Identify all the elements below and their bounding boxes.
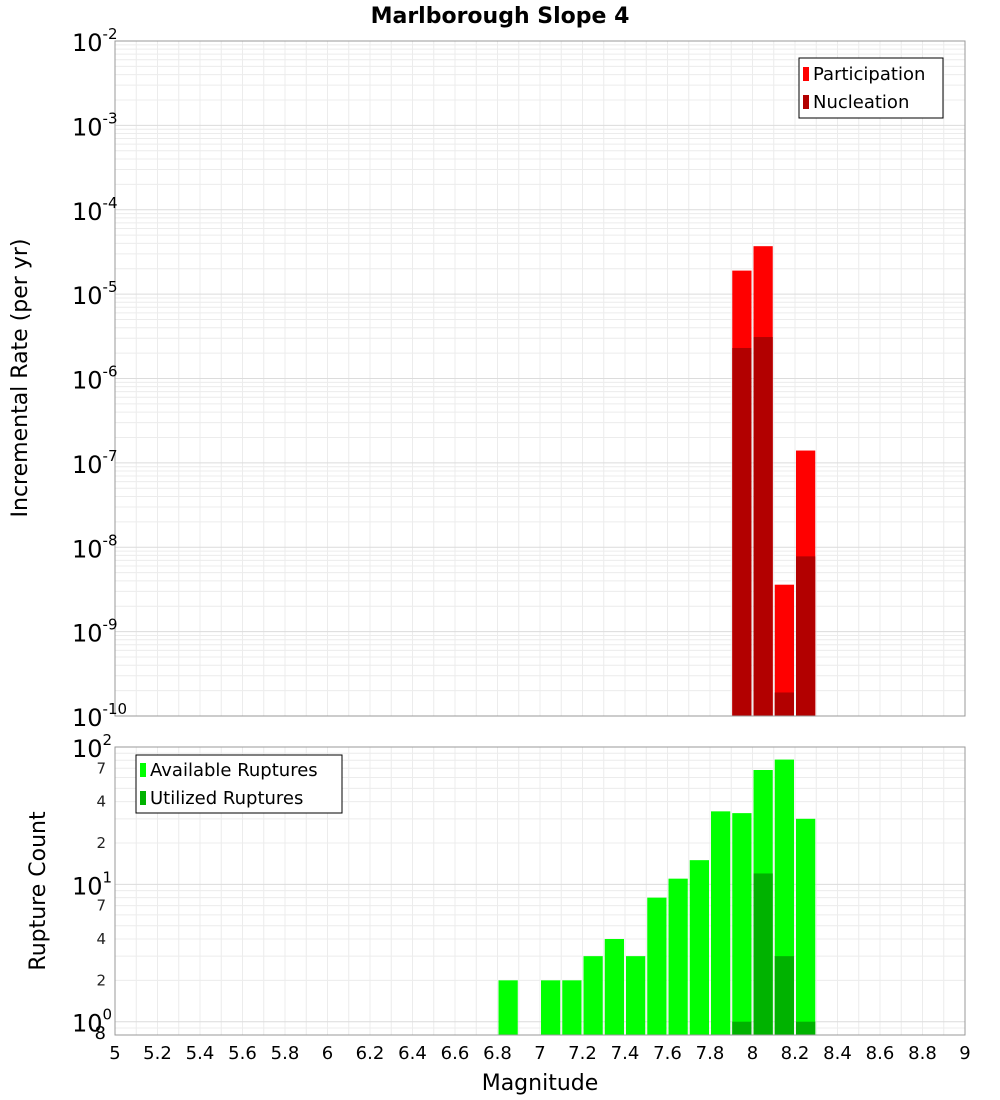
bottom-y-tick-label: 100 <box>72 1006 112 1038</box>
x-tick-label: 7.4 <box>611 1043 640 1064</box>
top-plot-frame <box>114 40 966 717</box>
bottom-y-minor-tick-label: 2 <box>96 834 106 852</box>
bar-nucleation <box>732 347 752 716</box>
top-y-tick-label: 10-6 <box>72 363 118 395</box>
bar-participation <box>774 584 794 716</box>
x-tick-labels: 5 5.2 5.4 5.6 5.8 6 6.2 6.4 6.6 6.8 7 7.2 7.4 7.6 7.8 8… <box>109 1043 970 1064</box>
legend-label: Nucleation <box>813 92 909 113</box>
x-tick-label: 8.2 <box>781 1043 810 1064</box>
x-tick-label: 7.8 <box>696 1043 725 1064</box>
top-y-tick-label: 10-5 <box>72 278 118 310</box>
bar-utilized-ruptures <box>732 1021 752 1035</box>
bar-available-ruptures <box>711 811 731 1035</box>
x-tick-label: 6.4 <box>398 1043 427 1064</box>
x-tick-label: 5.4 <box>186 1043 215 1064</box>
bottom-y-minor-tick-label: 4 <box>96 930 106 948</box>
bottom-y-axis-label: Rupture Count <box>26 811 51 971</box>
top-gridlines <box>114 41 966 717</box>
legend-swatch <box>803 67 809 81</box>
bottom-y-tick-labels: 102 101 100 7 4 2 7 4 2 8 <box>72 731 112 1044</box>
bottom-legend-box <box>135 754 343 814</box>
bar-available-ruptures <box>689 860 709 1035</box>
bar-utilized-ruptures <box>796 1021 816 1035</box>
bottom-legend: Available Ruptures Utilized Ruptures <box>135 754 343 814</box>
bottom-y-minor-tick-label: 4 <box>96 793 106 811</box>
x-tick-label: 9 <box>959 1043 970 1064</box>
x-tick-label: 5.2 <box>143 1043 172 1064</box>
top-legend: Participation Nucleation <box>798 57 944 119</box>
bar-available-ruptures <box>732 813 752 1035</box>
bottom-bars <box>498 759 816 1035</box>
top-y-tick-label: 10-10 <box>72 700 127 732</box>
x-tick-label: 6.6 <box>441 1043 470 1064</box>
legend-swatch <box>140 791 146 805</box>
bar-available-ruptures <box>626 956 646 1035</box>
x-tick-label: 8 <box>747 1043 758 1064</box>
top-y-tick-label: 10-3 <box>72 109 118 141</box>
bottom-y-minor-tick-label: 7 <box>96 759 106 777</box>
x-tick-label: 7 <box>534 1043 545 1064</box>
x-tick-label: 6 <box>322 1043 333 1064</box>
legend-label: Participation <box>813 64 925 85</box>
bar-available-ruptures <box>647 897 667 1035</box>
x-axis-label: Magnitude <box>482 1071 599 1096</box>
x-tick-label: 5 <box>109 1043 120 1064</box>
bar-available-ruptures <box>541 980 561 1035</box>
x-tick-label: 5.8 <box>271 1043 300 1064</box>
bar-available-ruptures <box>562 980 582 1035</box>
x-tick-label: 7.6 <box>653 1043 682 1064</box>
bottom-plot-frame <box>114 746 966 1036</box>
bar-available-ruptures <box>668 878 688 1035</box>
bottom-y-tick-label: 102 <box>72 731 112 763</box>
x-tick-label: 7.2 <box>568 1043 597 1064</box>
bar-utilized-ruptures <box>774 956 794 1035</box>
bar-nucleation <box>753 337 773 716</box>
x-tick-label: 6.8 <box>483 1043 512 1064</box>
top-y-tick-label: 10-2 <box>72 25 118 57</box>
legend-swatch <box>140 763 146 777</box>
x-tick-label: 6.2 <box>356 1043 385 1064</box>
bar-available-ruptures <box>498 980 518 1035</box>
top-bars <box>732 246 816 716</box>
x-tick-label: 8.6 <box>866 1043 895 1064</box>
bar-available-ruptures <box>583 956 603 1035</box>
bottom-y-minor-tick-label: 7 <box>96 897 106 915</box>
bottom-y-minor-tick-label: 8 <box>95 1023 106 1044</box>
bar-utilized-ruptures <box>753 873 773 1035</box>
x-tick-label: 8.8 <box>908 1043 937 1064</box>
top-y-tick-label: 10-9 <box>72 616 118 648</box>
bar-nucleation <box>796 556 816 716</box>
top-y-tick-label: 10-4 <box>72 194 118 226</box>
legend-swatch <box>803 95 809 109</box>
top-legend-box <box>798 57 944 119</box>
legend-label: Available Ruptures <box>150 760 318 781</box>
chart-title: Marlborough Slope 4 <box>371 4 630 29</box>
top-y-tick-labels: 10-2 10-3 10-4 10-5 10-6 10-7 10-8 10-9 10-10 <box>72 25 127 732</box>
bottom-y-tick-label: 101 <box>72 868 112 900</box>
legend-label: Utilized Ruptures <box>150 788 303 809</box>
bar-nucleation <box>774 692 794 716</box>
x-tick-label: 5.6 <box>228 1043 257 1064</box>
bar-available-ruptures <box>604 939 624 1035</box>
bar-available-ruptures <box>796 818 816 1035</box>
top-y-axis-label: Incremental Rate (per yr) <box>8 239 33 518</box>
x-tick-label: 8.4 <box>823 1043 852 1064</box>
top-y-tick-label: 10-8 <box>72 531 118 563</box>
bottom-y-minor-tick-label: 2 <box>96 971 106 989</box>
top-y-tick-label: 10-7 <box>72 447 118 479</box>
